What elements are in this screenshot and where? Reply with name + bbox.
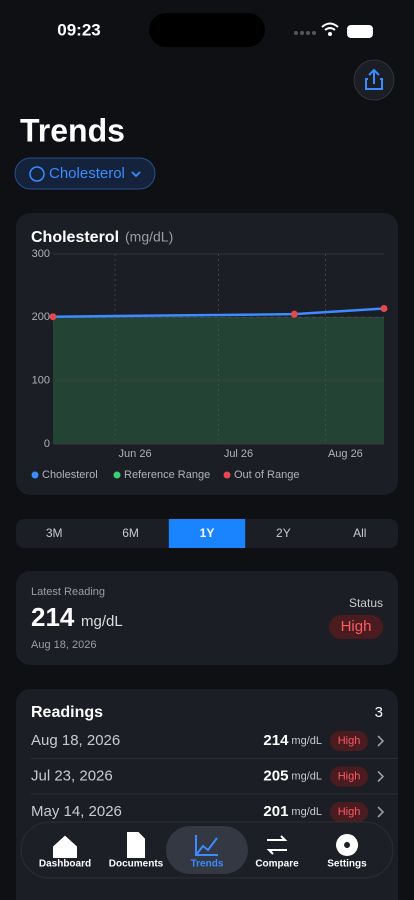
reading-status: High [338,806,361,818]
readings-title: Readings [31,704,103,721]
tab-label[interactable]: Compare [255,859,299,870]
reading-value: 205 [263,767,288,784]
period-option[interactable]: 6M [122,526,139,540]
period-option[interactable]: 3M [46,526,63,540]
legend-label: Out of Range [234,469,299,481]
battery [347,25,373,38]
y-tick-label: 0 [44,438,50,450]
tab-label[interactable]: Dashboard [39,859,91,870]
reading-status: High [338,770,361,782]
reading-amount: 214 mg/dL [263,732,322,749]
x-tick-label: Jun 26 [119,448,152,460]
share-icon [365,68,383,90]
chart-card [16,213,398,495]
filter-icon [29,166,45,182]
reading-date: May 14, 2026 [31,803,122,820]
reading-amount: 201 mg/dL [263,803,322,820]
tab-icon [336,834,359,856]
reading-date: Aug 18, 2026 [31,732,120,749]
status-pill [330,802,368,822]
chevron-down [131,171,141,178]
period-option[interactable]: 1Y [200,526,215,540]
x-tick-label: Aug 26 [328,448,363,460]
y-tick-label: 300 [32,248,50,260]
status-label: Status [349,596,383,610]
tab-items: Dashboard Documents Trends Compare Settings [39,826,367,874]
filter-label: Cholesterol [49,165,125,182]
latest-unit: mg/dL [81,613,123,630]
status-pill [330,766,368,787]
period-option[interactable]: All [353,526,366,540]
tab-label[interactable]: Settings [327,859,367,870]
period-option[interactable]: 2Y [276,526,291,540]
y-tick-label: 100 [32,375,50,387]
reading-amount: 205 mg/dL [263,767,322,784]
filter-pill[interactable] [14,157,156,190]
signal-dots [294,31,316,35]
status-pill [330,731,368,751]
reading-unit: mg/dL [291,735,322,747]
reading-date: Jul 23, 2026 [31,767,113,784]
legend-swatch [223,471,231,479]
wifi-dot [328,32,332,36]
out-of-range-point [380,304,388,312]
chevron [377,806,385,818]
out-of-range-point [49,313,57,321]
chevron [377,735,385,747]
selected-segment [168,519,246,548]
out-of-range-point [290,310,298,318]
tab-icon [53,835,77,858]
chart-unit: (mg/dL) [125,229,173,245]
tab-icon [127,832,145,858]
reading-unit: mg/dL [291,806,322,818]
dynamic-island [149,13,265,47]
x-tick-label: Jul 26 [224,448,253,460]
legend-swatch [31,471,39,479]
reading-value: 214 [263,732,289,749]
status-value: High [341,618,372,635]
tab-label[interactable]: Trends [191,859,224,870]
reading-status: High [338,735,361,747]
status-pill [329,615,383,639]
latest-card [16,571,398,665]
latest-date: Aug 18, 2026 [31,639,96,651]
legend-swatch [113,471,121,479]
reading-unit: mg/dL [291,770,322,782]
chevron [377,770,385,783]
y-tick-label: 200 [32,311,50,323]
legend-label: Cholesterol [42,469,98,481]
chart-title: Cholesterol [31,229,119,246]
latest-value: 214 [31,602,75,632]
status-time: 09:23 [57,20,100,39]
plot: 0 100 200 300 Jun 26 Jul 26 Aug 26 Cholesterol R… [31,248,388,481]
page-title: Trends [20,112,125,148]
latest-label: Latest Reading [31,586,105,598]
tab-label[interactable]: Documents [109,859,164,870]
period-selector: 3M 6M 1Y 2Y All [16,519,398,548]
tab-icon [266,835,288,855]
legend-label: Reference Range [124,469,210,481]
wifi-icon [321,22,339,31]
tab-icon [195,835,218,856]
readings-count: 3 [375,704,383,721]
reading-value: 201 [263,803,288,820]
